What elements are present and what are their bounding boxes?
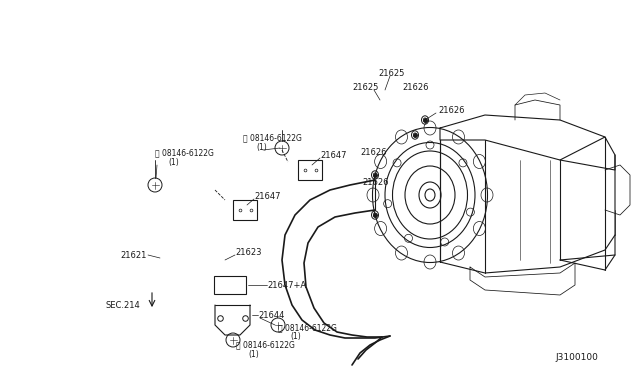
Text: J3100100: J3100100 <box>555 353 598 362</box>
Text: Ⓑ 08146-6122G: Ⓑ 08146-6122G <box>155 148 214 157</box>
Text: 21625: 21625 <box>352 83 378 92</box>
Text: Ⓑ 08146-6122G: Ⓑ 08146-6122G <box>236 340 295 350</box>
Text: (1): (1) <box>290 333 301 341</box>
Text: 21626: 21626 <box>360 148 387 157</box>
Text: 21626: 21626 <box>402 83 429 92</box>
Text: 21647+A: 21647+A <box>267 280 306 289</box>
Text: 21647: 21647 <box>254 192 280 201</box>
Text: SEC.214: SEC.214 <box>105 301 140 310</box>
Text: 21644: 21644 <box>258 311 284 320</box>
Text: 21623: 21623 <box>235 247 262 257</box>
Text: 21626: 21626 <box>438 106 465 115</box>
Text: Ⓑ 08146-6122G: Ⓑ 08146-6122G <box>243 134 302 142</box>
Text: Ⓑ 08146-6122G: Ⓑ 08146-6122G <box>278 324 337 333</box>
Text: (1): (1) <box>248 350 259 359</box>
Text: (1): (1) <box>256 142 267 151</box>
Text: (1): (1) <box>168 157 179 167</box>
Text: 21621: 21621 <box>120 250 147 260</box>
Text: 21647: 21647 <box>320 151 346 160</box>
Text: 21626: 21626 <box>362 177 388 186</box>
Text: 21625: 21625 <box>378 68 404 77</box>
